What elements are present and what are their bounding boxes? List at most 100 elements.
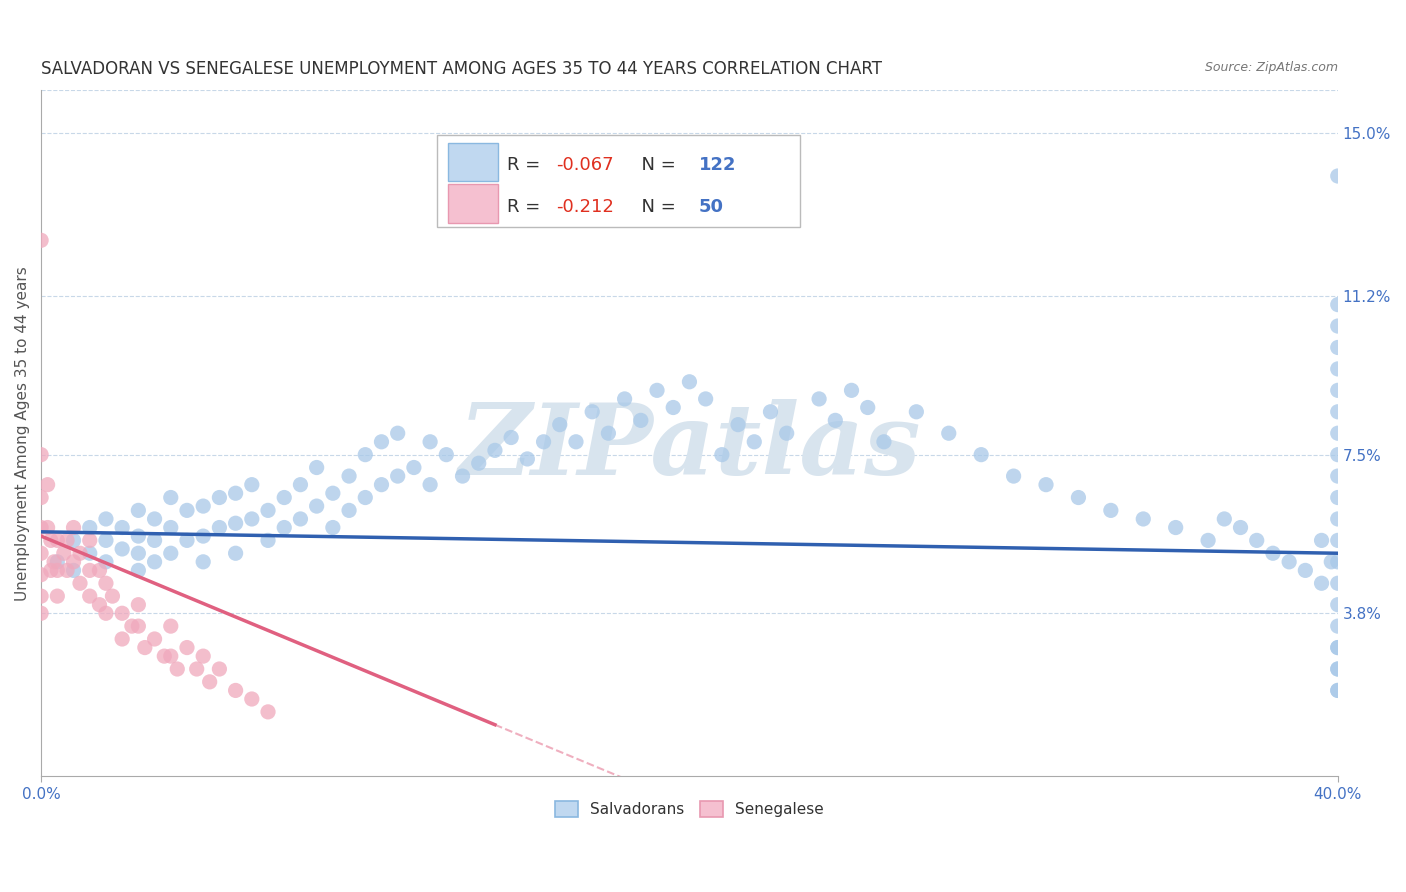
Point bbox=[1326, 555, 1348, 569]
Point bbox=[1326, 384, 1348, 398]
Point bbox=[548, 417, 571, 432]
Point bbox=[808, 392, 831, 406]
Point bbox=[387, 469, 409, 483]
Point bbox=[370, 477, 392, 491]
Point bbox=[387, 426, 409, 441]
Point bbox=[581, 405, 603, 419]
Point bbox=[89, 563, 111, 577]
Point bbox=[290, 512, 312, 526]
Point bbox=[1326, 341, 1348, 355]
Point bbox=[419, 434, 441, 449]
Point bbox=[1197, 533, 1219, 548]
Point bbox=[824, 413, 846, 427]
Point bbox=[225, 683, 247, 698]
Point bbox=[742, 434, 765, 449]
Point bbox=[905, 405, 928, 419]
Point bbox=[1246, 533, 1268, 548]
Point bbox=[111, 541, 134, 556]
Point bbox=[127, 546, 149, 560]
Point bbox=[56, 533, 79, 548]
Point bbox=[1326, 598, 1348, 612]
Point bbox=[1326, 448, 1348, 462]
Point bbox=[841, 384, 863, 398]
Point bbox=[1320, 555, 1343, 569]
Point bbox=[337, 503, 360, 517]
Point bbox=[759, 405, 782, 419]
Point bbox=[1294, 563, 1316, 577]
Point bbox=[225, 486, 247, 500]
Point bbox=[127, 529, 149, 543]
Point bbox=[1326, 683, 1348, 698]
Point bbox=[208, 491, 231, 505]
Point bbox=[198, 674, 221, 689]
Point bbox=[46, 589, 69, 603]
Point bbox=[39, 563, 62, 577]
Point bbox=[159, 619, 181, 633]
Point bbox=[354, 448, 377, 462]
Point bbox=[69, 576, 91, 591]
Point bbox=[94, 607, 117, 621]
Point bbox=[30, 491, 52, 505]
Point bbox=[46, 563, 69, 577]
Point bbox=[322, 486, 344, 500]
Point bbox=[1099, 503, 1122, 517]
Point bbox=[143, 512, 166, 526]
Point bbox=[127, 619, 149, 633]
Point bbox=[1002, 469, 1025, 483]
Point bbox=[1035, 477, 1057, 491]
Point bbox=[873, 434, 896, 449]
Point bbox=[598, 426, 620, 441]
Point bbox=[208, 662, 231, 676]
Y-axis label: Unemployment Among Ages 35 to 44 years: Unemployment Among Ages 35 to 44 years bbox=[15, 266, 30, 600]
Point bbox=[56, 563, 79, 577]
Text: 50: 50 bbox=[699, 198, 724, 216]
Point bbox=[1326, 362, 1348, 376]
FancyBboxPatch shape bbox=[437, 135, 800, 227]
Point bbox=[533, 434, 555, 449]
Point bbox=[1213, 512, 1236, 526]
Point bbox=[257, 705, 280, 719]
Point bbox=[79, 563, 101, 577]
Point bbox=[37, 520, 59, 534]
Point bbox=[193, 649, 215, 664]
Point bbox=[856, 401, 879, 415]
Point bbox=[42, 555, 65, 569]
Point bbox=[1326, 576, 1348, 591]
Point bbox=[678, 375, 700, 389]
Point bbox=[370, 434, 392, 449]
Point bbox=[1310, 576, 1333, 591]
Point bbox=[501, 430, 523, 444]
FancyBboxPatch shape bbox=[449, 143, 498, 181]
Point bbox=[159, 520, 181, 534]
Point bbox=[176, 533, 198, 548]
Text: Source: ZipAtlas.com: Source: ZipAtlas.com bbox=[1205, 61, 1337, 74]
Point bbox=[290, 477, 312, 491]
Point bbox=[434, 448, 457, 462]
Point bbox=[79, 520, 101, 534]
Point bbox=[257, 503, 280, 517]
Legend: Salvadorans, Senegalese: Salvadorans, Senegalese bbox=[550, 795, 830, 823]
Point bbox=[337, 469, 360, 483]
Point bbox=[1326, 662, 1348, 676]
Point bbox=[46, 555, 69, 569]
FancyBboxPatch shape bbox=[449, 185, 498, 223]
Point bbox=[273, 491, 295, 505]
Point bbox=[1278, 555, 1301, 569]
Point bbox=[143, 533, 166, 548]
Point bbox=[111, 632, 134, 646]
Point bbox=[776, 426, 799, 441]
Point bbox=[176, 640, 198, 655]
Text: -0.212: -0.212 bbox=[555, 198, 614, 216]
Point bbox=[166, 662, 188, 676]
Point bbox=[240, 512, 263, 526]
Point bbox=[1326, 297, 1348, 311]
Point bbox=[695, 392, 717, 406]
Point bbox=[134, 640, 156, 655]
Point bbox=[176, 503, 198, 517]
Point bbox=[1326, 619, 1348, 633]
Point bbox=[111, 607, 134, 621]
Point bbox=[30, 520, 52, 534]
Point bbox=[153, 649, 176, 664]
Point bbox=[240, 692, 263, 706]
Point bbox=[225, 516, 247, 531]
